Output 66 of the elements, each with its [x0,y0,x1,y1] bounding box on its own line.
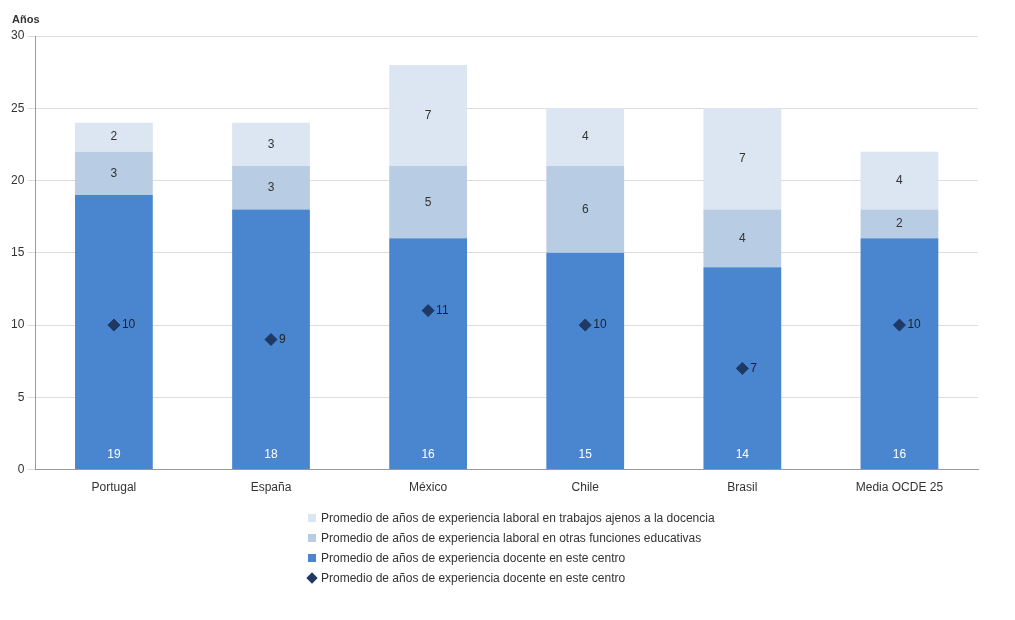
bar [232,122,310,167]
data-label: 9 [279,331,287,346]
bar [389,166,467,239]
data-label: 3 [110,165,118,180]
data-label: 7 [738,151,746,166]
data-label: 3 [267,136,275,151]
data-label: 10 [121,317,136,332]
y-tick-label: 10 [10,317,25,332]
data-label: 7 [750,360,758,375]
data-label: 16 [421,447,436,462]
point [735,361,749,375]
bar [389,64,467,167]
data-label: 4 [738,230,746,245]
legend-label: Promedio de años de experiencia laboral en otras funciones educativas [321,531,702,545]
y-tick-label: 15 [10,245,25,260]
legend-label: Promedio de años de experiencia docente en este centro [321,571,626,585]
data-label: 14 [735,447,750,462]
bar [546,252,625,470]
data-label: 10 [593,317,607,332]
bar [703,267,782,470]
x-tick-label: Chile [571,480,600,495]
point [578,318,592,332]
y-tick-label: 30 [10,28,25,43]
y-tick-label: 5 [17,389,25,404]
x-tick-label: Media OCDE 25 [855,480,944,495]
legend-label: Promedio de años de experiencia docente en este centro [321,551,626,565]
bar [546,108,625,167]
data-label: 18 [264,447,278,462]
bar [232,166,310,210]
bar [703,108,782,210]
bar [860,151,939,210]
point [264,333,278,347]
bar [75,122,153,152]
point [892,318,906,332]
bar [703,209,782,268]
data-label: 16 [892,447,907,462]
data-label: 10 [907,317,922,332]
data-label: 11 [436,302,449,317]
data-label: 4 [896,172,904,187]
legend-label: Promedio de años de experiencia laboral en trabajos ajenos a la docencia [321,511,715,525]
data-label: 3 [267,180,275,195]
point [107,318,121,332]
data-label: 15 [578,447,593,462]
x-tick-label: México [409,480,448,495]
data-label: 5 [424,194,432,209]
data-label: 6 [581,201,589,216]
x-tick-label: España [250,480,292,495]
x-tick-label: Portugal [91,480,137,495]
bar [860,209,939,239]
bar [75,151,153,195]
data-label: 19 [107,447,121,462]
bar [389,238,467,470]
y-tick-label: 0 [17,461,25,476]
bar [75,194,153,470]
bar [546,166,625,253]
data-label: 2 [896,216,904,231]
data-label: 2 [110,129,118,144]
bar [860,238,939,470]
y-tick-label: 25 [10,100,25,115]
x-tick-label: Brasil [727,480,758,495]
bar [232,209,310,470]
y-tick-label: 20 [10,172,25,187]
data-label: 7 [424,107,432,122]
point [421,304,435,318]
y-axis-title: Años [12,13,40,26]
data-label: 4 [581,129,589,144]
